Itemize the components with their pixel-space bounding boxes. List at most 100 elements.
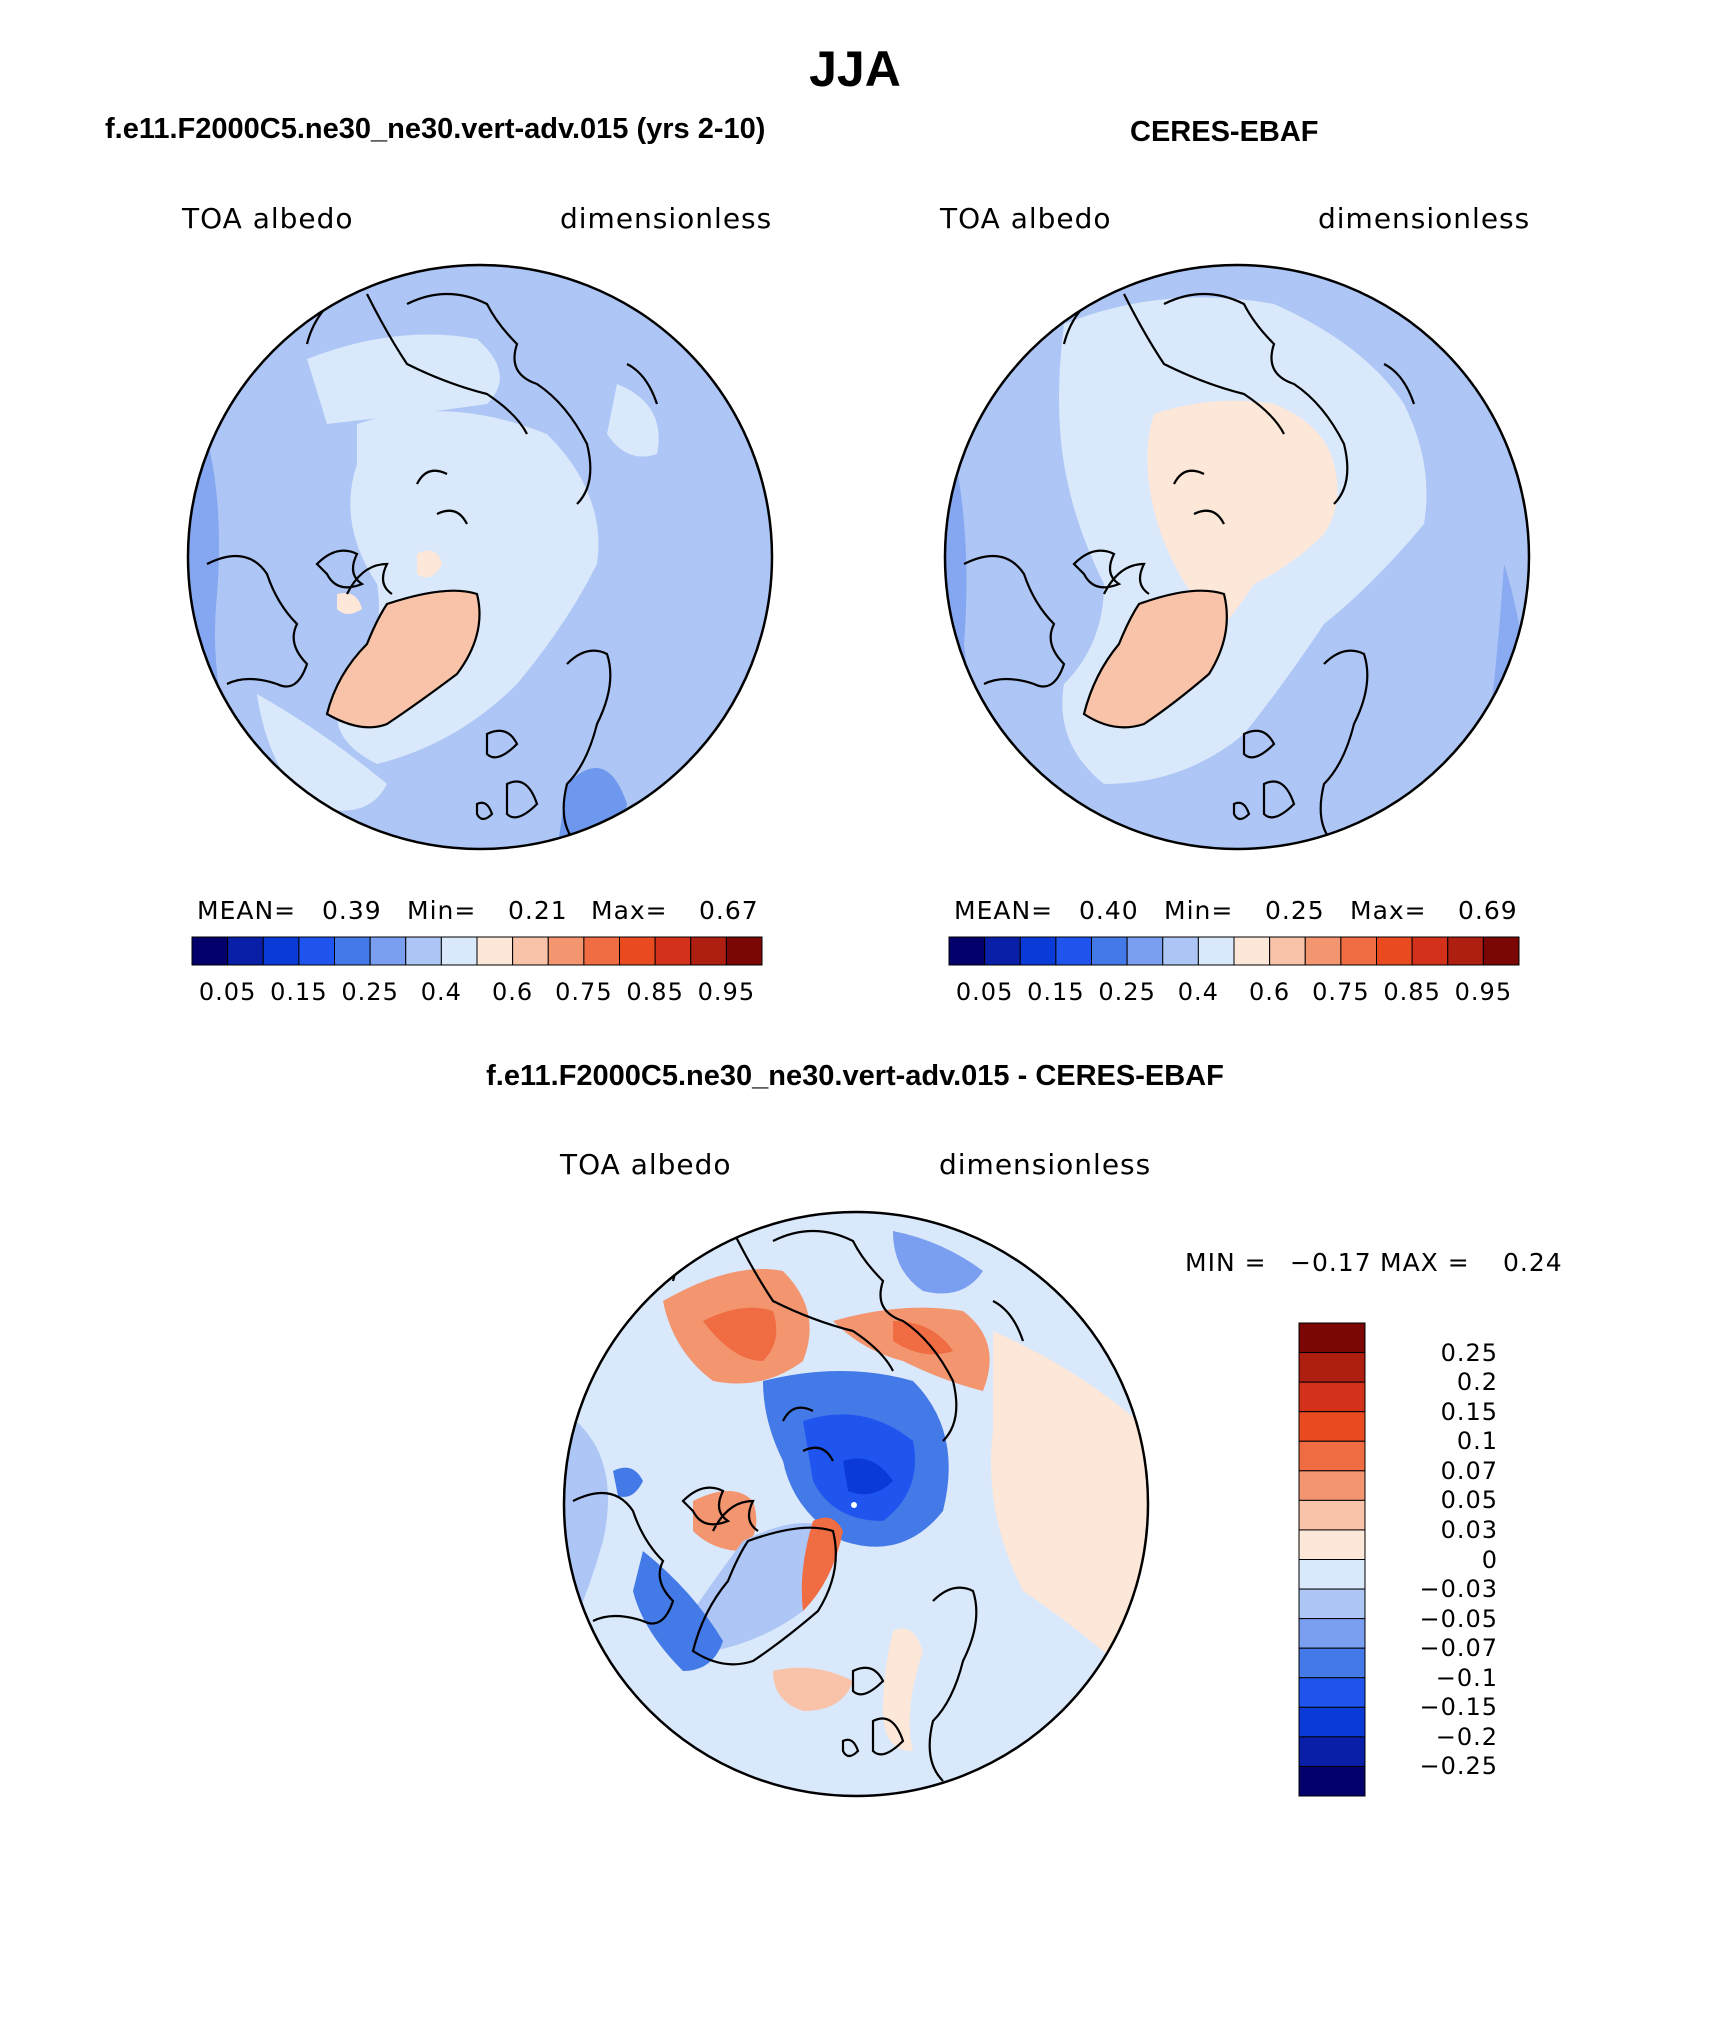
- panel-2-colorbar-ticks: 0.05 0.15 0.25 0.4 0.6 0.75 0.85 0.95: [949, 978, 1519, 1008]
- diff-colorbar-tick-label: −0.15: [1419, 1693, 1498, 1722]
- panel-2-units-label: dimensionless: [1318, 202, 1531, 235]
- figure-title: JJA: [809, 41, 901, 97]
- panel-2-colorbar-box-1: [984, 936, 1021, 966]
- panel-1-colorbar-tick-label: 0.75: [555, 978, 613, 1006]
- panel-1-variable-label: TOA albedo: [182, 202, 354, 235]
- panel-1-colorbar-box-7: [440, 936, 478, 966]
- panel-2-colorbar-tick-label: 0.85: [1383, 978, 1441, 1006]
- diff-colorbar-box-3: [1298, 1411, 1366, 1442]
- panel-2-colorbar-box-12: [1376, 936, 1413, 966]
- diff-colorbar: [1298, 1322, 1366, 1797]
- diff-colorbar-box-9: [1298, 1588, 1366, 1620]
- panel-1-mean-value: 0.39: [322, 896, 382, 925]
- panel-1-colorbar-box-8: [476, 936, 514, 966]
- diff-colorbar-tick-label: 0.05: [1440, 1486, 1498, 1515]
- panel-2-colorbar-tick-label: 0.25: [1098, 978, 1156, 1006]
- diff-colorbar-box-7: [1298, 1529, 1366, 1560]
- panel-2-colorbar-tick-label: 0.95: [1454, 978, 1513, 1006]
- diff-title: f.e11.F2000C5.ne30_ne30.vert-adv.015 - C…: [486, 1060, 1224, 1092]
- panel-2-colorbar-tick-label: 0.4: [1177, 978, 1219, 1006]
- panel-2-variable-label: TOA albedo: [940, 202, 1112, 235]
- panel-1-colorbar-tick-label: 0.6: [492, 978, 534, 1006]
- diff-colorbar-box-11: [1298, 1647, 1366, 1679]
- panel-2-mean-label: MEAN=: [954, 896, 1054, 925]
- panel-1-colorbar-box-6: [405, 936, 442, 966]
- diff-colorbar-tick-label: −0.25: [1419, 1752, 1498, 1781]
- panel-2-colorbar-box-10: [1304, 936, 1342, 966]
- panel-1-max-label: Max=: [591, 896, 668, 925]
- panel-2-colorbar-box-8: [1233, 936, 1271, 966]
- diff-colorbar-tick-label: 0.15: [1440, 1397, 1498, 1426]
- diff-colorbar-tick-label: 0.1: [1456, 1427, 1498, 1456]
- panel-2-polar-map: [943, 263, 1531, 851]
- panel-2-min-label: Min=: [1164, 896, 1234, 925]
- panel-2-colorbar-box-5: [1126, 936, 1164, 966]
- diff-colorbar-tick-label: −0.07: [1419, 1634, 1498, 1663]
- diff-colorbar-box-6: [1298, 1499, 1366, 1531]
- panel-2-colorbar-box-14: [1447, 936, 1484, 966]
- panel-1-colorbar-box-12: [619, 936, 656, 966]
- diff-units-label: dimensionless: [939, 1148, 1152, 1181]
- diff-colorbar-box-0: [1298, 1322, 1366, 1354]
- panel-2-colorbar-tick-label: 0.05: [955, 978, 1014, 1006]
- diff-colorbar-box-4: [1298, 1440, 1366, 1472]
- panel-1-colorbar-box-4: [334, 936, 371, 966]
- diff-colorbar-tick-label: 0.25: [1440, 1338, 1498, 1367]
- panel-2-colorbar-box-7: [1197, 936, 1235, 966]
- panel-1-colorbar: [191, 936, 763, 966]
- panel-1-polar-map: [186, 263, 774, 851]
- panel-2-colorbar-box-3: [1055, 936, 1092, 966]
- panel-2-min-value: 0.25: [1265, 896, 1325, 925]
- diff-colorbar-tick-label: −0.03: [1419, 1575, 1498, 1604]
- panel-1-colorbar-box-13: [654, 936, 692, 966]
- panel-1-min-label: Min=: [407, 896, 477, 925]
- panel-1-colorbar-box-11: [583, 936, 620, 966]
- panel-2-colorbar-box-15: [1482, 936, 1520, 966]
- panel-1-colorbar-tick-label: 0.05: [198, 978, 257, 1006]
- panel-1-colorbar-tick-label: 0.95: [697, 978, 756, 1006]
- diff-variable-label: TOA albedo: [560, 1148, 732, 1181]
- panel-2-colorbar-box-2: [1019, 936, 1057, 966]
- diff-colorbar-box-1: [1298, 1352, 1366, 1383]
- diff-max-value: 0.24: [1503, 1248, 1563, 1277]
- panel-1-colorbar-box-5: [369, 936, 407, 966]
- diff-colorbar-ticks: 0.25 0.2 0.15 0.1 0.07 0.05 0.03 0 −0.03 −0.05 −0.…: [1378, 1323, 1498, 1796]
- diff-colorbar-tick-label: 0.07: [1440, 1456, 1498, 1485]
- diff-colorbar-box-15: [1298, 1765, 1366, 1797]
- panel-2-colorbar-box-6: [1162, 936, 1199, 966]
- panel-1-colorbar-box-0: [191, 936, 229, 966]
- panel-1-colorbar-tick-label: 0.15: [270, 978, 328, 1006]
- panel-1-colorbar-box-2: [262, 936, 300, 966]
- panel-2-colorbar-tick-label: 0.75: [1312, 978, 1370, 1006]
- diff-colorbar-box-10: [1298, 1618, 1366, 1649]
- diff-colorbar-tick-label: 0: [1481, 1545, 1498, 1574]
- panel-2-max-value: 0.69: [1458, 896, 1518, 925]
- panel-1-max-value: 0.67: [699, 896, 759, 925]
- panel-2-mean-value: 0.40: [1079, 896, 1139, 925]
- diff-colorbar-box-2: [1298, 1381, 1366, 1413]
- diff-colorbar-box-8: [1298, 1559, 1366, 1590]
- panel-1-colorbar-ticks: 0.05 0.15 0.25 0.4 0.6 0.75 0.85 0.95: [192, 978, 762, 1008]
- diff-polar-map: [562, 1210, 1150, 1798]
- diff-colorbar-tick-label: 0.03: [1440, 1515, 1498, 1544]
- panel-2-colorbar-box-11: [1340, 936, 1377, 966]
- panel-1-colorbar-box-1: [227, 936, 264, 966]
- panel-1-units-label: dimensionless: [560, 202, 773, 235]
- panel-2-colorbar-tick-label: 0.6: [1249, 978, 1291, 1006]
- diff-colorbar-box-12: [1298, 1677, 1366, 1708]
- panel-1-colorbar-box-10: [547, 936, 585, 966]
- diff-colorbar-tick-label: −0.1: [1435, 1663, 1498, 1692]
- diff-max-label: MAX =: [1380, 1248, 1470, 1277]
- diff-colorbar-box-5: [1298, 1470, 1366, 1501]
- panel-1-colorbar-box-3: [298, 936, 335, 966]
- panel-1-colorbar-tick-label: 0.85: [626, 978, 684, 1006]
- panel-2-colorbar-box-0: [948, 936, 986, 966]
- panel-1-title: f.e11.F2000C5.ne30_ne30.vert-adv.015 (yr…: [105, 113, 766, 145]
- panel-1-min-value: 0.21: [508, 896, 568, 925]
- diff-colorbar-tick-label: −0.05: [1419, 1604, 1498, 1633]
- panel-1-colorbar-box-14: [690, 936, 727, 966]
- panel-2-colorbar-box-9: [1269, 936, 1306, 966]
- panel-1-colorbar-box-9: [512, 936, 549, 966]
- panel-2-colorbar: [948, 936, 1520, 966]
- diff-colorbar-box-13: [1298, 1706, 1366, 1738]
